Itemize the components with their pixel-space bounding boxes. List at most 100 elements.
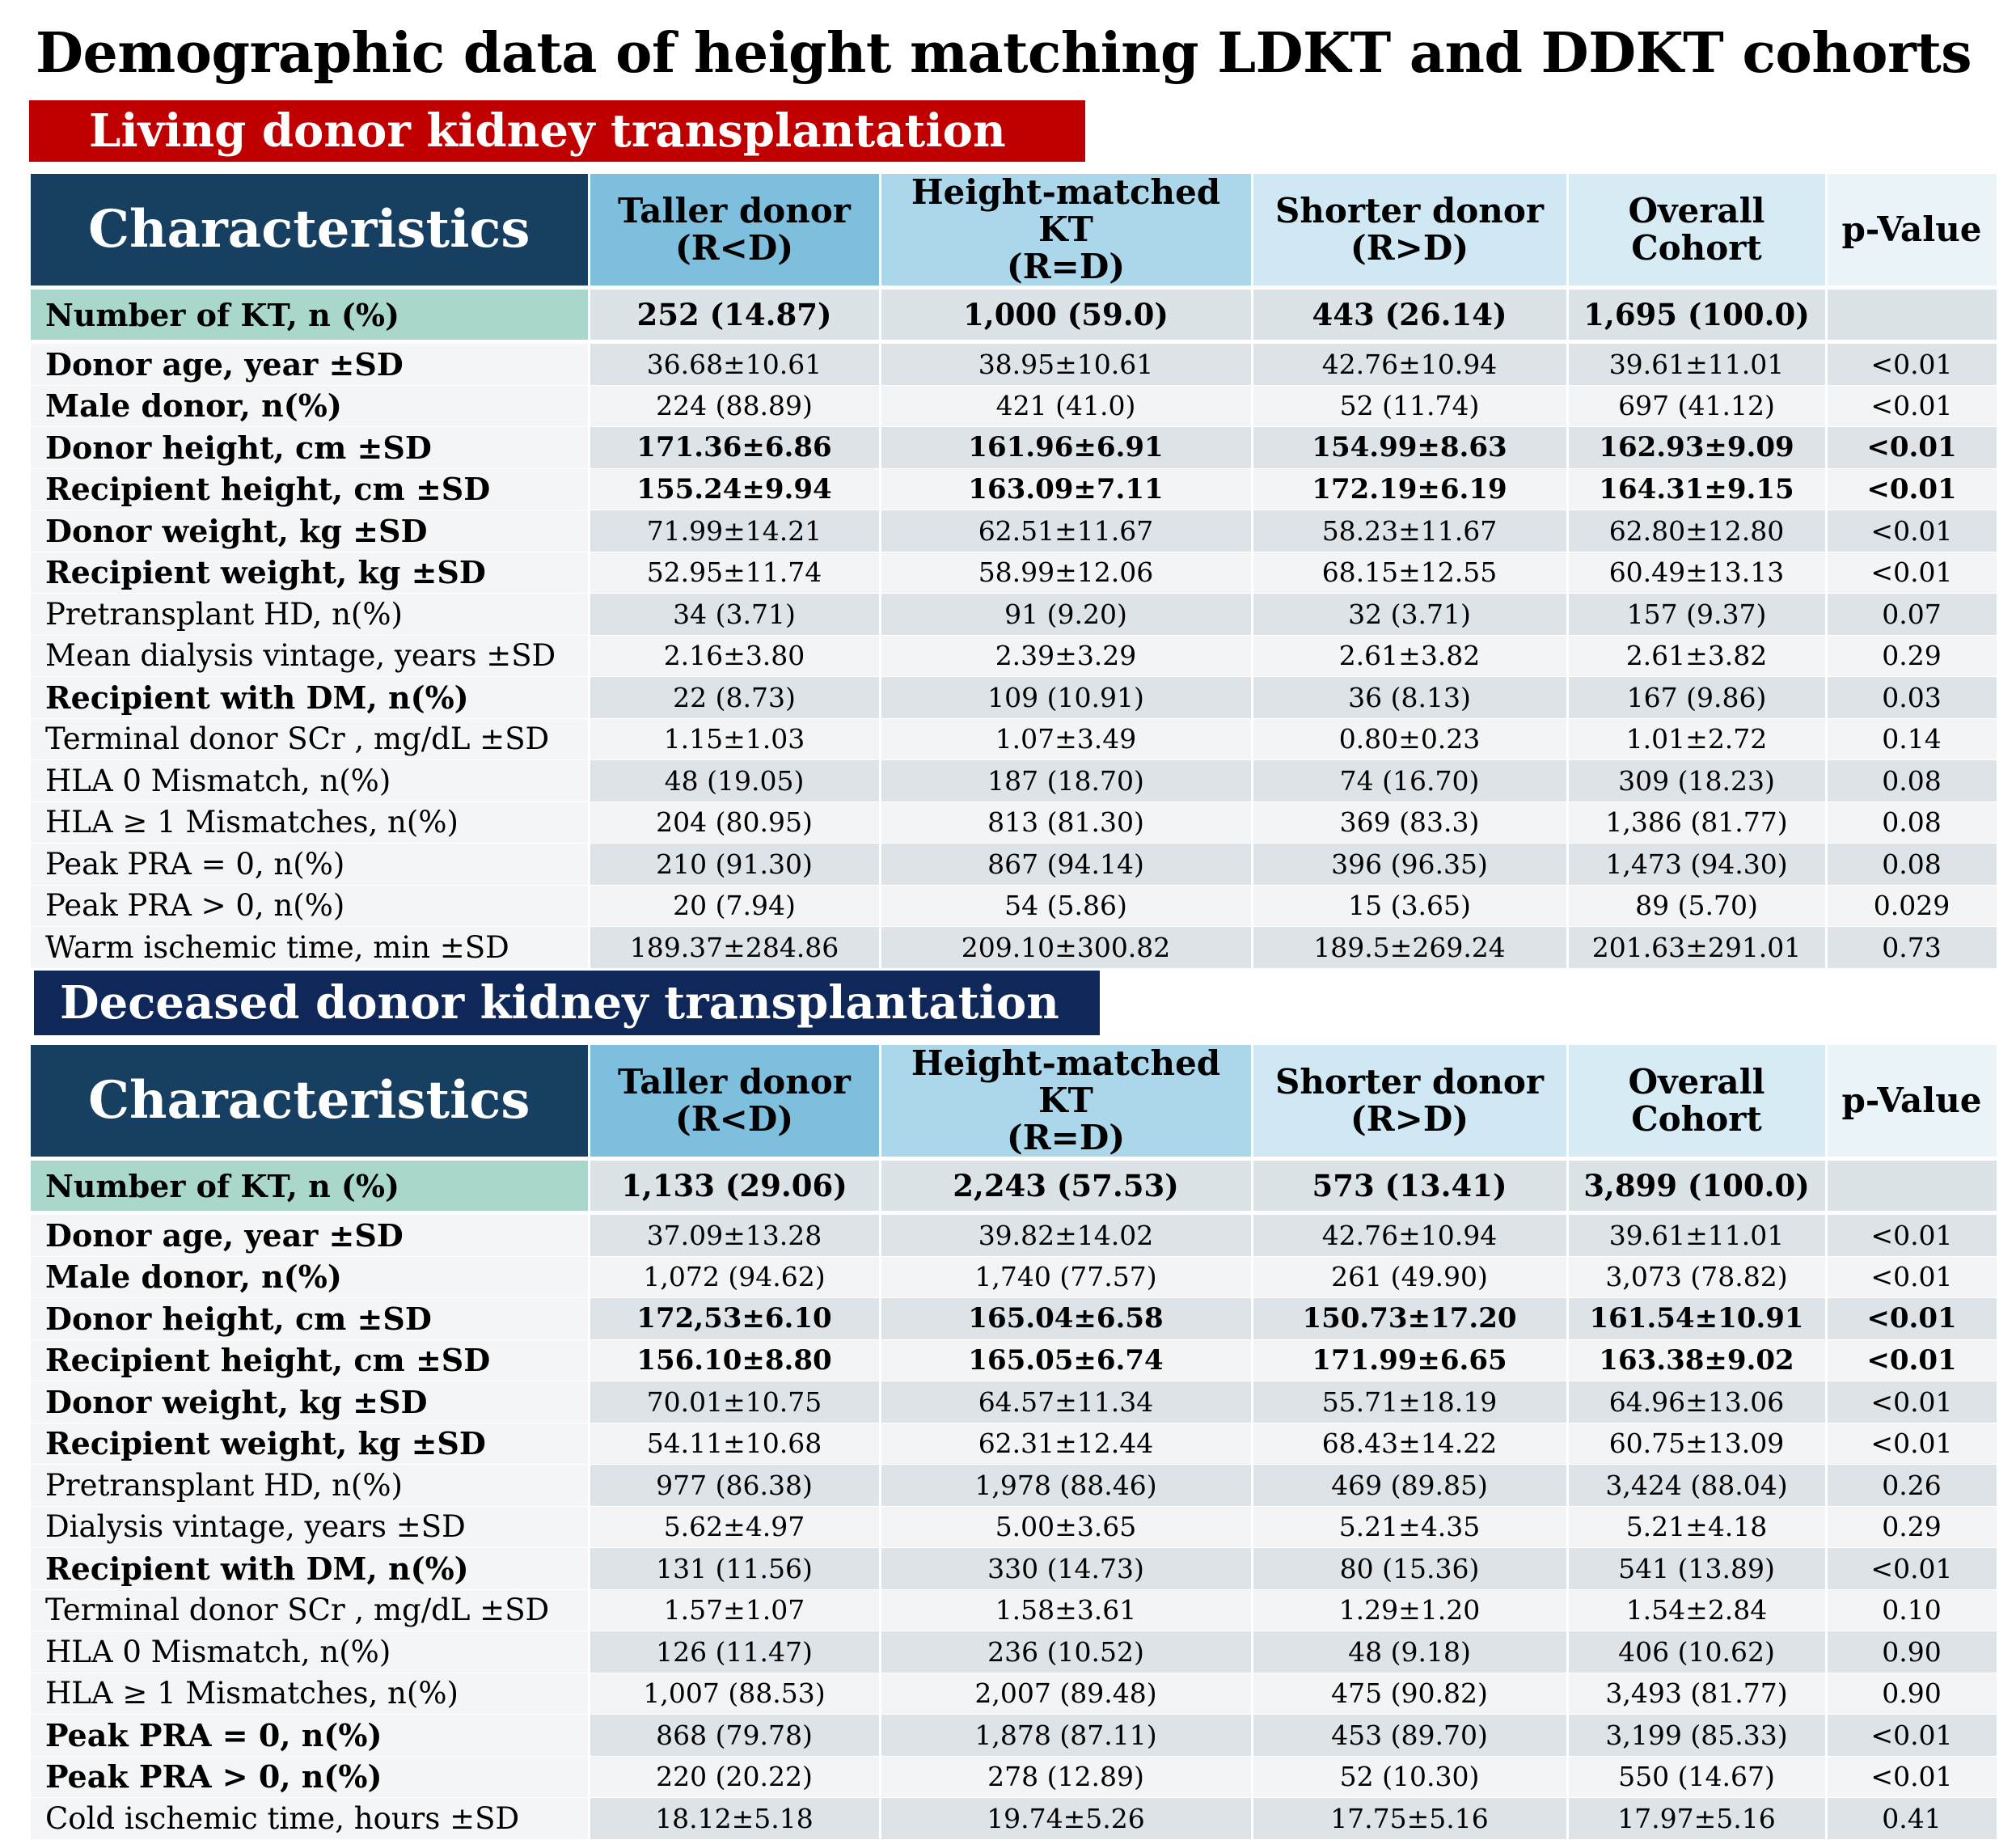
cell-overall: 3,199 (85.33) xyxy=(1567,1714,1828,1757)
cell-matched: 54 (5.86) xyxy=(880,885,1253,927)
cell-matched: 867 (94.14) xyxy=(880,843,1253,886)
cell-shorter: 150.73±17.20 xyxy=(1252,1297,1569,1340)
cell-taller: 2.16±3.80 xyxy=(589,635,881,677)
cell-overall: 550 (14.67) xyxy=(1567,1756,1828,1798)
header-overall-line1: Overall xyxy=(1628,1062,1765,1102)
row-label: Number of KT, n (%) xyxy=(31,1157,590,1215)
ldkt-header-row: Characteristics Taller donor (R<D) Height… xyxy=(31,172,1999,288)
header-pvalue: p-Value xyxy=(1826,1045,1999,1159)
cell-shorter: 68.15±12.55 xyxy=(1252,552,1569,594)
cell-matched: 165.04±6.58 xyxy=(880,1297,1253,1340)
row-label: Peak PRA = 0, n(%) xyxy=(31,1714,590,1757)
cell-taller: 48 (19.05) xyxy=(589,759,881,802)
header-matched-line1: Height-matched KT xyxy=(911,1043,1221,1120)
header-shorter: Shorter donor (R>D) xyxy=(1252,174,1569,288)
header-matched-line1: Height-matched KT xyxy=(911,172,1221,249)
cell-pvalue: 0.029 xyxy=(1826,885,1999,927)
cell-pvalue: 0.03 xyxy=(1826,676,1999,719)
cell-pvalue: 0.14 xyxy=(1826,718,1999,760)
table-row: Male donor, n(%) 1,072 (94.62) 1,740 (77.5… xyxy=(31,1256,1999,1298)
cell-taller: 70.01±10.75 xyxy=(589,1381,881,1423)
cell-pvalue: <0.01 xyxy=(1826,468,1999,510)
cell-shorter: 48 (9.18) xyxy=(1252,1631,1569,1673)
ddkt-table: Characteristics Taller donor (R<D) Height… xyxy=(31,1045,1999,1840)
header-shorter: Shorter donor (R>D) xyxy=(1252,1045,1569,1159)
header-matched-line2: (R=D) xyxy=(1006,247,1126,286)
cell-pvalue: <0.01 xyxy=(1826,1756,1999,1798)
cell-pvalue: <0.01 xyxy=(1826,1381,1999,1423)
cell-shorter: 5.21±4.35 xyxy=(1252,1506,1569,1548)
cell-pvalue: <0.01 xyxy=(1826,1212,1999,1257)
cell-matched: 38.95±10.61 xyxy=(880,341,1253,386)
cell-taller: 155.24±9.94 xyxy=(589,468,881,510)
cell-pvalue: 0.29 xyxy=(1826,1506,1999,1548)
cell-overall: 2.61±3.82 xyxy=(1567,635,1828,677)
cell-pvalue: 0.29 xyxy=(1826,635,1999,677)
table-row: HLA ≥ 1 Mismatches, n(%) 204 (80.95) 813 (… xyxy=(31,802,1999,844)
cell-shorter: 475 (90.82) xyxy=(1252,1673,1569,1715)
row-label: Peak PRA = 0, n(%) xyxy=(31,843,590,886)
header-characteristics: Characteristics xyxy=(31,1045,590,1159)
row-label: Terminal donor SCr , mg/dL ±SD xyxy=(31,718,590,760)
cell-pvalue: <0.01 xyxy=(1826,552,1999,594)
cell-overall: 3,073 (78.82) xyxy=(1567,1256,1828,1298)
cell-taller: 210 (91.30) xyxy=(589,843,881,886)
cell-shorter: 32 (3.71) xyxy=(1252,593,1569,636)
cell-matched: 1,978 (88.46) xyxy=(880,1464,1253,1507)
row-label: Peak PRA > 0, n(%) xyxy=(31,885,590,927)
cell-taller: 126 (11.47) xyxy=(589,1631,881,1673)
cell-taller: 22 (8.73) xyxy=(589,676,881,719)
cell-overall: 309 (18.23) xyxy=(1567,759,1828,802)
cell-pvalue xyxy=(1826,1157,1999,1215)
cell-overall: 62.80±12.80 xyxy=(1567,510,1828,552)
table-row: Peak PRA > 0, n(%) 220 (20.22) 278 (12.89)… xyxy=(31,1756,1999,1798)
table-row: HLA ≥ 1 Mismatches, n(%) 1,007 (88.53) 2,0… xyxy=(31,1673,1999,1715)
cell-pvalue: <0.01 xyxy=(1826,1423,1999,1465)
cell-taller: 34 (3.71) xyxy=(589,593,881,636)
row-label: Donor age, year ±SD xyxy=(31,341,590,386)
header-shorter-line1: Shorter donor xyxy=(1275,1062,1544,1102)
cell-overall: 3,424 (88.04) xyxy=(1567,1464,1828,1507)
header-shorter-line2: (R>D) xyxy=(1350,228,1469,268)
cell-taller: 71.99±14.21 xyxy=(589,510,881,552)
header-characteristics: Characteristics xyxy=(31,174,590,288)
cell-taller: 868 (79.78) xyxy=(589,1714,881,1757)
cell-matched: 64.57±11.34 xyxy=(880,1381,1253,1423)
table-row: Peak PRA = 0, n(%) 868 (79.78) 1,878 (87.1… xyxy=(31,1714,1999,1757)
cell-shorter: 36 (8.13) xyxy=(1252,676,1569,719)
cell-matched: 5.00±3.65 xyxy=(880,1506,1253,1548)
cell-shorter: 369 (83.3) xyxy=(1252,802,1569,844)
header-taller: Taller donor (R<D) xyxy=(589,174,881,288)
row-label: Donor weight, kg ±SD xyxy=(31,1381,590,1423)
table-row: Peak PRA > 0, n(%) 20 (7.94) 54 (5.86) 15 (… xyxy=(31,885,1999,927)
header-overall-line2: Cohort xyxy=(1631,1099,1762,1139)
cell-overall: 89 (5.70) xyxy=(1567,885,1828,927)
table-row: Terminal donor SCr , mg/dL ±SD 1.15±1.03 1… xyxy=(31,718,1999,760)
cell-pvalue: 0.26 xyxy=(1826,1464,1999,1507)
cell-shorter: 42.76±10.94 xyxy=(1252,341,1569,386)
cell-shorter: 52 (11.74) xyxy=(1252,385,1569,427)
row-label: Recipient weight, kg ±SD xyxy=(31,552,590,594)
header-overall: Overall Cohort xyxy=(1567,174,1828,288)
cell-matched: 1,000 (59.0) xyxy=(880,286,1253,344)
cell-matched: 163.09±7.11 xyxy=(880,468,1253,510)
table-row: Recipient with DM, n(%) 131 (11.56) 330 (1… xyxy=(31,1547,1999,1590)
cell-shorter: 172.19±6.19 xyxy=(1252,468,1569,510)
cell-shorter: 396 (96.35) xyxy=(1252,843,1569,886)
table-row: Recipient height, cm ±SD 156.10±8.80 165.0… xyxy=(31,1339,1999,1381)
cell-pvalue: <0.01 xyxy=(1826,341,1999,386)
row-label: Recipient height, cm ±SD xyxy=(31,1339,590,1381)
cell-pvalue: <0.01 xyxy=(1826,1714,1999,1757)
cell-overall: 5.21±4.18 xyxy=(1567,1506,1828,1548)
row-label: Male donor, n(%) xyxy=(31,385,590,427)
row-label: Donor height, cm ±SD xyxy=(31,1297,590,1340)
cell-shorter: 15 (3.65) xyxy=(1252,885,1569,927)
row-label: Pretransplant HD, n(%) xyxy=(31,593,590,636)
cell-taller: 5.62±4.97 xyxy=(589,1506,881,1548)
cell-matched: 19.74±5.26 xyxy=(880,1797,1253,1840)
row-label: Recipient with DM, n(%) xyxy=(31,676,590,719)
cell-matched: 209.10±300.82 xyxy=(880,926,1253,969)
table-row: Donor height, cm ±SD 172,53±6.10 165.04±6.… xyxy=(31,1297,1999,1340)
cell-matched: 421 (41.0) xyxy=(880,385,1253,427)
cell-overall: 1,473 (94.30) xyxy=(1567,843,1828,886)
